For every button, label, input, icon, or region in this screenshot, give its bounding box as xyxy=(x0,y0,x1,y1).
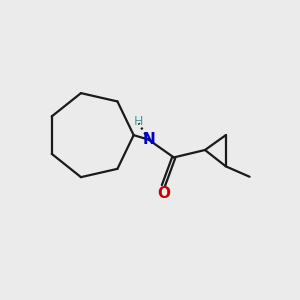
Text: O: O xyxy=(157,187,170,202)
Text: N: N xyxy=(142,132,155,147)
Text: H: H xyxy=(134,115,143,128)
